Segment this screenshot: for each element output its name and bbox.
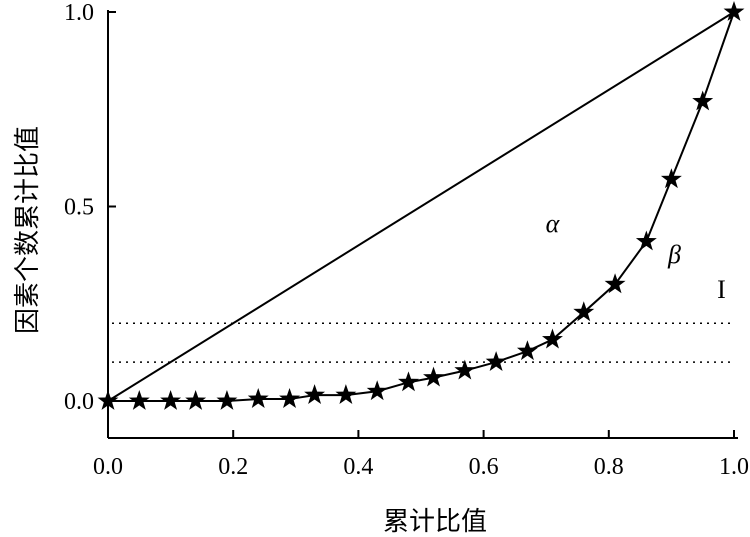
data-point-star [635, 230, 657, 251]
data-point-star [423, 366, 444, 387]
data-markers [97, 1, 745, 410]
data-point-star [160, 390, 182, 410]
data-point-star [185, 390, 207, 410]
data-point-star [485, 351, 507, 371]
data-point-star [723, 1, 745, 21]
y-axis-label: 因素个数累计比值 [13, 126, 43, 334]
data-curve [108, 11, 735, 402]
annotations: α β I [546, 209, 726, 304]
x-axis-label: 累计比值 [383, 507, 487, 537]
data-point-star [279, 388, 300, 408]
x-tick-label: 0.0 [93, 454, 123, 480]
x-tick-label: 0.6 [469, 454, 499, 480]
data-point-star [366, 380, 388, 401]
reference-lines [112, 322, 734, 363]
data-point-star [247, 388, 269, 408]
data-point-star [516, 340, 538, 361]
x-tick-label: 0.2 [218, 454, 248, 480]
y-tick-label: 1.0 [64, 0, 94, 26]
x-axis-ticks: 0.0 0.2 0.4 0.6 0.8 1.0 [93, 430, 749, 480]
data-point-star [454, 359, 476, 380]
diagonal-line [107, 11, 735, 402]
y-axis-ticks: 0.0 0.5 1.0 [64, 0, 116, 415]
diagonal-reference-line [107, 11, 735, 402]
data-point-star [128, 390, 150, 410]
data-point-star [573, 301, 595, 322]
annotation-label: I [717, 275, 726, 304]
series-line [108, 11, 735, 402]
x-tick-label: 0.4 [343, 454, 373, 480]
y-tick-label: 0.0 [64, 389, 94, 415]
data-point-star [604, 273, 626, 294]
annotation-label: α [546, 209, 561, 238]
data-point-star [216, 390, 238, 410]
data-point-star [304, 384, 326, 405]
x-tick-label: 0.8 [594, 454, 624, 480]
x-tick-label: 1.0 [719, 454, 749, 480]
data-point-star [398, 371, 419, 392]
y-tick-label: 0.5 [64, 195, 94, 221]
data-point-star [542, 328, 563, 349]
axes [107, 10, 738, 439]
data-point-star [335, 384, 357, 405]
annotation-label: β [667, 240, 681, 269]
data-point-star [660, 168, 682, 189]
data-point-star [692, 90, 714, 111]
